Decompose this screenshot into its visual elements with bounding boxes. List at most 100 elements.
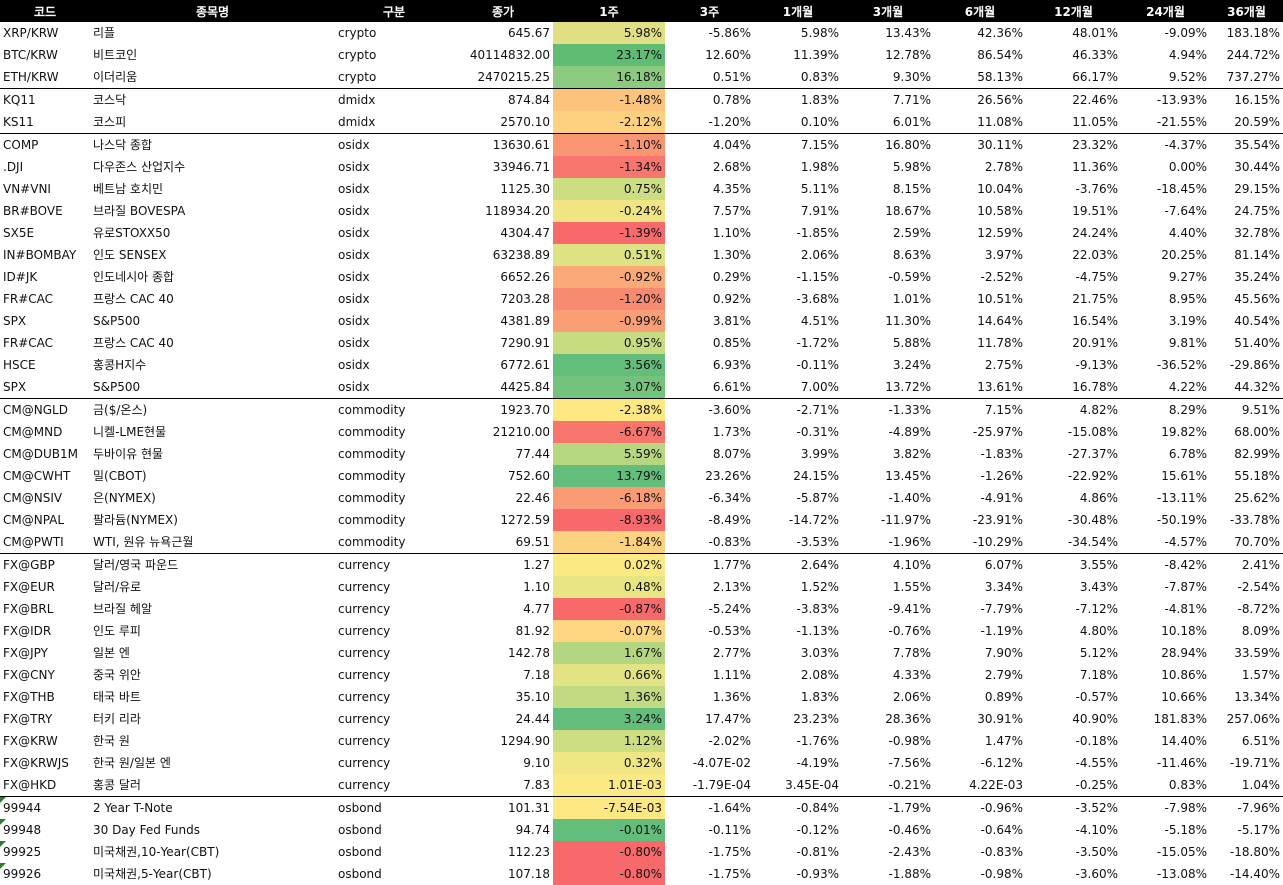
cell-24m[interactable]: 9.81% [1168,336,1207,350]
cell-type[interactable]: currency [338,756,391,770]
cell-type[interactable]: osidx [338,270,370,284]
table-row[interactable]: FX@BRL 브라질 헤알 currency 4.77 -0.87% -5.24% -3.8… [0,598,1283,620]
cell-code[interactable]: BTC/KRW [3,48,58,62]
cell-name[interactable]: 홍콩H지수 [93,358,147,372]
cell-36m[interactable]: 32.78% [1234,226,1280,240]
cell-1w[interactable]: 0.02% [553,553,665,576]
cell-name[interactable]: 달러/영국 파운드 [90,553,335,576]
cell-3w[interactable]: -5.24% [708,602,751,616]
cell-36m[interactable]: 257.06% [1226,712,1280,726]
cell-6m[interactable]: 10.58% [977,204,1023,218]
cell-3w[interactable]: 1.77% [665,553,754,576]
cell-1m[interactable]: -3.53% [796,535,839,549]
cell-3w[interactable]: -6.34% [708,491,751,505]
cell-close[interactable]: 7290.91 [500,336,550,350]
cell-name[interactable]: S&P500 [93,314,141,328]
cell-6m[interactable]: -0.96% [934,796,1026,819]
cell-24m[interactable]: 9.27% [1168,270,1207,284]
cell-24m[interactable]: -13.93% [1121,88,1210,111]
cell-type[interactable]: crypto [338,70,377,84]
cell-1w[interactable]: -0.07% [553,620,665,642]
cell-1w[interactable]: -1.20% [553,288,665,310]
cell-type[interactable]: commodity [338,469,406,483]
cell-name[interactable]: 이더리움 [93,70,138,84]
cell-code[interactable]: IN#BOMBAY [3,248,77,262]
cell-name[interactable]: 홍콩 달러 [93,778,141,792]
cell-12m[interactable]: 11.05% [1072,115,1118,129]
cell-12m[interactable]: 20.91% [1072,336,1118,350]
cell-close[interactable]: 81.92 [515,624,550,638]
cell-24m[interactable]: 181.83% [1153,712,1207,726]
cell-close[interactable]: 6652.26 [500,270,550,284]
cell-24m[interactable]: -8.42% [1121,553,1210,576]
cell-close[interactable]: 4304.47 [500,226,550,240]
cell-24m[interactable]: -9.09% [1164,26,1207,40]
cell-code[interactable]: FX@KRW [3,734,58,748]
cell-1w[interactable]: -2.38% [553,398,665,421]
cell-type[interactable]: crypto [338,48,377,62]
cell-24m[interactable]: 14.40% [1161,734,1207,748]
cell-3m[interactable]: -7.56% [888,756,931,770]
table-row[interactable]: CM@PWTI WTI, 원유 뉴욕근월 commodity 69.51 -1.84% -… [0,531,1283,554]
cell-3m[interactable]: -0.46% [888,823,931,837]
cell-1m[interactable]: -4.19% [796,756,839,770]
cell-1w[interactable]: 0.75% [553,178,665,200]
cell-12m[interactable]: -27.37% [1067,447,1118,461]
cell-24m[interactable]: -7.87% [1164,580,1207,594]
table-row[interactable]: IN#BOMBAY 인도 SENSEX osidx 63238.89 0.51% 1.30… [0,244,1283,266]
cell-36m[interactable]: -14.40% [1229,867,1280,881]
cell-close[interactable]: 69.51 [515,535,550,549]
cell-3w[interactable]: -1.75% [708,845,751,859]
cell-name[interactable]: 인도네시아 종합 [93,270,175,284]
cell-code[interactable]: 99926 [0,863,90,885]
cell-type[interactable]: osidx [338,336,370,350]
cell-close[interactable]: 1.10 [523,580,550,594]
cell-12m[interactable]: 66.17% [1072,70,1118,84]
cell-12m[interactable]: 23.32% [1026,133,1121,156]
cell-name[interactable]: 니켈-LME현물 [93,425,167,439]
cell-name[interactable]: 브라질 BOVESPA [93,204,186,218]
cell-name[interactable]: 베트남 호치민 [93,182,164,196]
cell-close[interactable]: 94.74 [515,823,550,837]
cell-1w[interactable]: -1.39% [553,222,665,244]
cell-1m[interactable]: 7.15% [754,133,842,156]
table-row[interactable]: FX@EUR 달러/유로 currency 1.10 0.48% 2.13% 1.52% 1.… [0,576,1283,598]
cell-3w[interactable]: 1.11% [712,668,751,682]
cell-name[interactable]: 일본 엔 [93,646,130,660]
cell-name[interactable]: WTI, 원유 뉴욕근월 [93,535,194,549]
cell-24m[interactable]: 10.66% [1161,690,1207,704]
cell-6m[interactable]: -6.12% [980,756,1023,770]
cell-1w[interactable]: 3.56% [553,354,665,376]
cell-type[interactable]: osidx [338,358,370,372]
cell-36m[interactable]: 51.40% [1234,336,1280,350]
cell-36m[interactable]: -8.72% [1237,602,1280,616]
cell-close[interactable]: 77.44 [515,447,550,461]
cell-type[interactable]: currency [338,734,391,748]
header-24m[interactable]: 24개월 [1121,0,1210,22]
cell-6m[interactable]: 30.91% [977,712,1023,726]
cell-code[interactable]: FX@JPY [3,646,48,660]
cell-1m[interactable]: 23.23% [793,712,839,726]
cell-type[interactable]: osidx [338,204,370,218]
cell-3w[interactable]: 0.78% [665,88,754,111]
cell-6m[interactable]: 86.54% [977,48,1023,62]
cell-close[interactable]: 21210.00 [492,425,550,439]
cell-type[interactable]: osidx [338,160,370,174]
cell-6m[interactable]: 2.75% [984,358,1023,372]
cell-1m[interactable]: 11.39% [793,48,839,62]
cell-1w[interactable]: 1.67% [553,642,665,664]
cell-24m[interactable]: -13.08% [1156,867,1207,881]
cell-1w[interactable]: 1.01E-03 [553,774,665,797]
cell-code[interactable]: ID#JK [3,270,38,284]
cell-1m[interactable]: 7.00% [800,380,839,394]
cell-12m[interactable]: -22.92% [1067,469,1118,483]
table-row[interactable]: ETH/KRW 이더리움 crypto 2470215.25 16.18% 0.51% 0.… [0,66,1283,89]
table-row[interactable]: 99925 미국채권,10-Year(CBT) osbond 112.23 -0.80%… [0,841,1283,863]
cell-1w[interactable]: -0.99% [553,310,665,332]
cell-36m[interactable]: 8.09% [1241,624,1280,638]
cell-12m[interactable]: 21.75% [1072,292,1118,306]
cell-24m[interactable]: 15.61% [1161,469,1207,483]
cell-1m[interactable]: 3.99% [800,447,839,461]
cell-code[interactable]: SPX [3,380,27,394]
cell-3m[interactable]: -2.43% [888,845,931,859]
